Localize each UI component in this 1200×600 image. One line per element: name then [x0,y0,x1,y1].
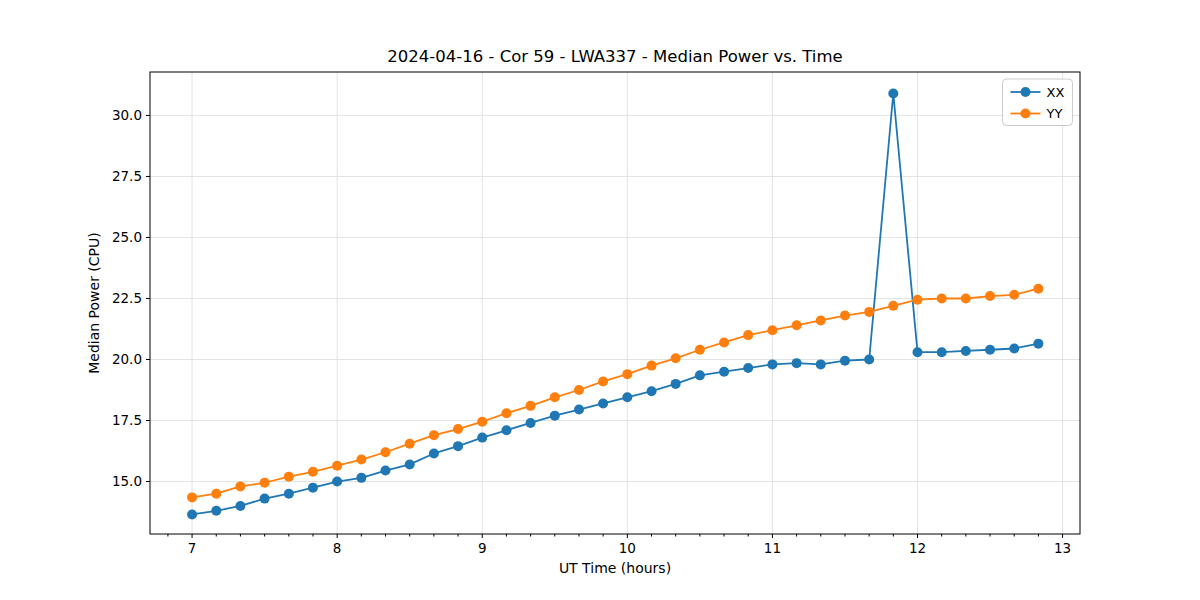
data-point-yy [405,439,415,449]
data-point-yy [767,325,777,335]
x-tick-label: 8 [333,540,342,556]
data-point-xx [985,345,995,355]
data-point-yy [961,293,971,303]
data-point-yy [429,430,439,440]
data-point-xx [260,494,270,504]
x-tick-label: 10 [619,540,636,556]
x-tick-label: 11 [764,540,781,556]
data-point-xx [284,489,294,499]
y-tick-label: 15.0 [112,473,142,489]
data-point-yy [477,417,487,427]
data-point-yy [913,295,923,305]
data-point-yy [211,489,221,499]
data-point-xx [864,354,874,364]
data-point-yy [526,401,536,411]
legend-marker [1021,109,1031,119]
data-point-xx [743,363,753,373]
data-point-xx [816,359,826,369]
y-tick-label: 25.0 [112,229,142,245]
data-point-yy [187,492,197,502]
data-point-xx [937,347,947,357]
data-point-yy [1009,290,1019,300]
data-point-yy [743,330,753,340]
data-point-xx [913,347,923,357]
data-point-yy [622,369,632,379]
y-tick-label: 17.5 [112,412,142,428]
data-point-xx [477,433,487,443]
legend: XX YY [1003,79,1073,126]
data-point-yy [235,481,245,491]
y-tick-label: 30.0 [112,107,142,123]
data-point-xx [598,398,608,408]
data-point-yy [816,315,826,325]
x-tick-label: 13 [1054,540,1071,556]
data-point-xx [888,88,898,98]
y-tick-label: 20.0 [112,351,142,367]
data-point-yy [888,301,898,311]
data-point-yy [792,320,802,330]
data-point-xx [792,358,802,368]
data-point-xx [405,459,415,469]
data-point-xx [356,473,366,483]
data-point-yy [985,291,995,301]
x-tick-label: 9 [478,540,487,556]
data-point-xx [1009,344,1019,354]
data-point-xx [719,367,729,377]
data-point-yy [356,455,366,465]
data-point-xx [380,466,390,476]
data-point-yy [840,311,850,321]
data-point-xx [526,418,536,428]
data-point-yy [284,472,294,482]
legend-marker [1021,87,1031,97]
data-point-xx [1033,339,1043,349]
data-point-yy [380,447,390,457]
data-point-xx [453,441,463,451]
data-point-yy [332,461,342,471]
y-axis-label: Median Power (CPU) [86,232,102,374]
legend-label-yy: YY [1046,106,1063,121]
data-point-yy [308,467,318,477]
data-point-xx [211,506,221,516]
data-point-yy [864,307,874,317]
x-tick-label: 12 [909,540,926,556]
data-point-yy [501,408,511,418]
data-point-xx [695,370,705,380]
data-point-yy [671,353,681,363]
data-point-xx [332,477,342,487]
chart-title: 2024-04-16 - Cor 59 - LWA337 - Median Po… [387,47,842,66]
data-point-yy [453,424,463,434]
x-axis-label: UT Time (hours) [559,560,671,576]
data-point-xx [622,392,632,402]
data-point-xx [961,346,971,356]
data-point-xx [574,405,584,415]
data-point-yy [719,337,729,347]
data-point-yy [937,293,947,303]
data-point-xx [187,509,197,519]
data-point-yy [598,376,608,386]
data-point-xx [647,386,657,396]
x-tick-label: 7 [188,540,197,556]
data-point-yy [260,478,270,488]
y-tick-label: 22.5 [112,290,142,306]
data-point-yy [695,345,705,355]
y-tick-label: 27.5 [112,168,142,184]
data-point-xx [429,448,439,458]
data-point-yy [550,392,560,402]
data-point-xx [671,379,681,389]
data-point-yy [1033,284,1043,294]
data-point-yy [647,361,657,371]
data-point-xx [308,483,318,493]
plot-svg: 7891011121315.017.520.022.525.027.530.0 … [0,0,1200,600]
data-point-xx [767,359,777,369]
data-point-yy [574,385,584,395]
data-point-xx [550,411,560,421]
data-point-xx [235,501,245,511]
chart: 7891011121315.017.520.022.525.027.530.0 … [0,0,1200,600]
legend-label-xx: XX [1047,85,1065,100]
data-point-xx [501,425,511,435]
data-point-xx [840,356,850,366]
